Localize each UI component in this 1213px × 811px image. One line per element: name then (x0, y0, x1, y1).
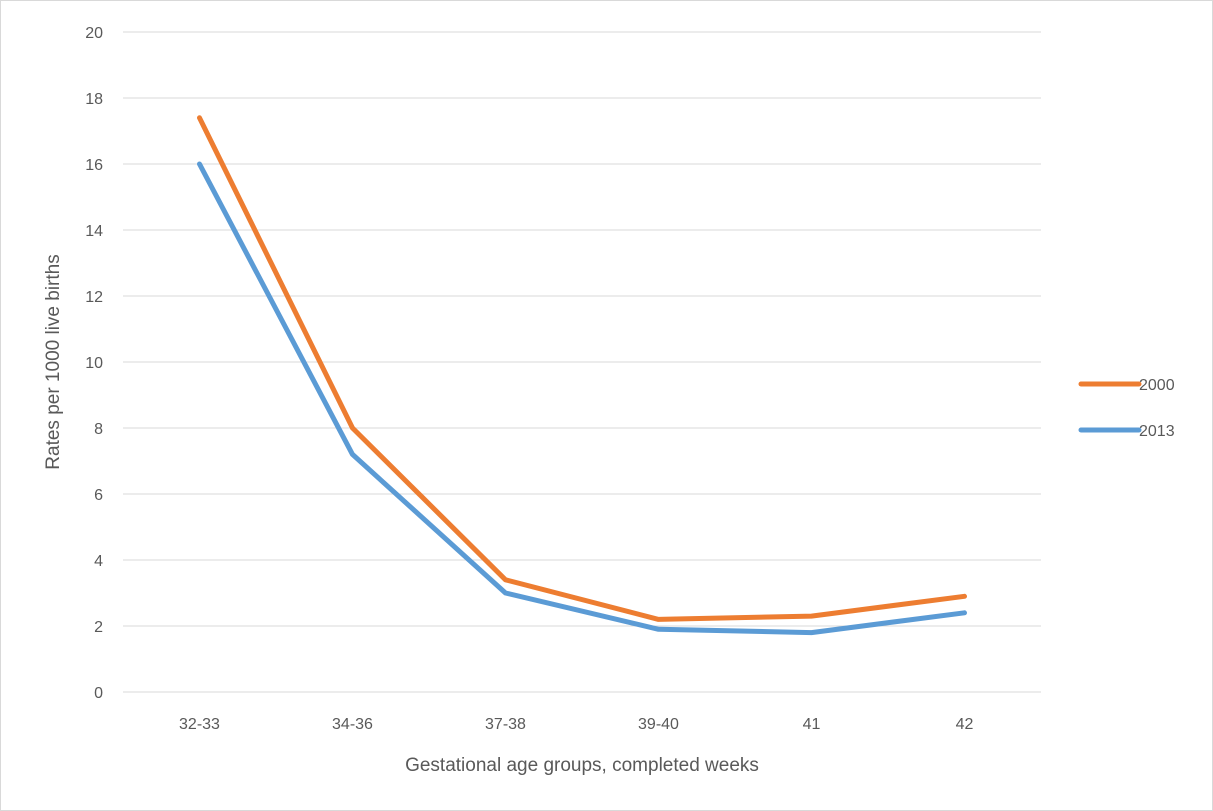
y-tick-label: 8 (94, 421, 103, 438)
x-tick-label: 39-40 (638, 716, 679, 733)
plot-series (197, 115, 967, 636)
y-axis-title: Rates per 1000 live births (43, 254, 64, 469)
x-tick-label: 32-33 (179, 716, 220, 733)
y-tick-label: 12 (85, 289, 103, 306)
legend-label: 2000 (1139, 377, 1175, 394)
y-tick-label: 10 (85, 355, 103, 372)
x-axis: 32-33 34-36 37-38 39-40 41 42 (179, 716, 973, 733)
x-tick-label: 41 (803, 716, 821, 733)
y-tick-label: 20 (85, 25, 103, 42)
y-tick-label: 4 (94, 553, 103, 570)
y-tick-label: 18 (85, 91, 103, 108)
x-axis-title: Gestational age groups, completed weeks (405, 755, 759, 776)
y-tick-label: 0 (94, 685, 103, 702)
y-tick-label: 14 (85, 223, 103, 240)
y-axis: 0 2 4 6 8 10 12 14 16 18 20 (85, 25, 103, 702)
x-tick-label: 42 (956, 716, 974, 733)
gridlines (123, 31, 1041, 693)
legend: 2000 2013 (1078, 377, 1175, 440)
x-tick-label: 34-36 (332, 716, 373, 733)
y-tick-label: 16 (85, 157, 103, 174)
y-tick-label: 6 (94, 487, 103, 504)
series-line-2013 (197, 161, 967, 636)
y-tick-label: 2 (94, 619, 103, 636)
legend-label: 2013 (1139, 423, 1175, 440)
x-tick-label: 37-38 (485, 716, 526, 733)
series-line-2000 (197, 115, 967, 622)
